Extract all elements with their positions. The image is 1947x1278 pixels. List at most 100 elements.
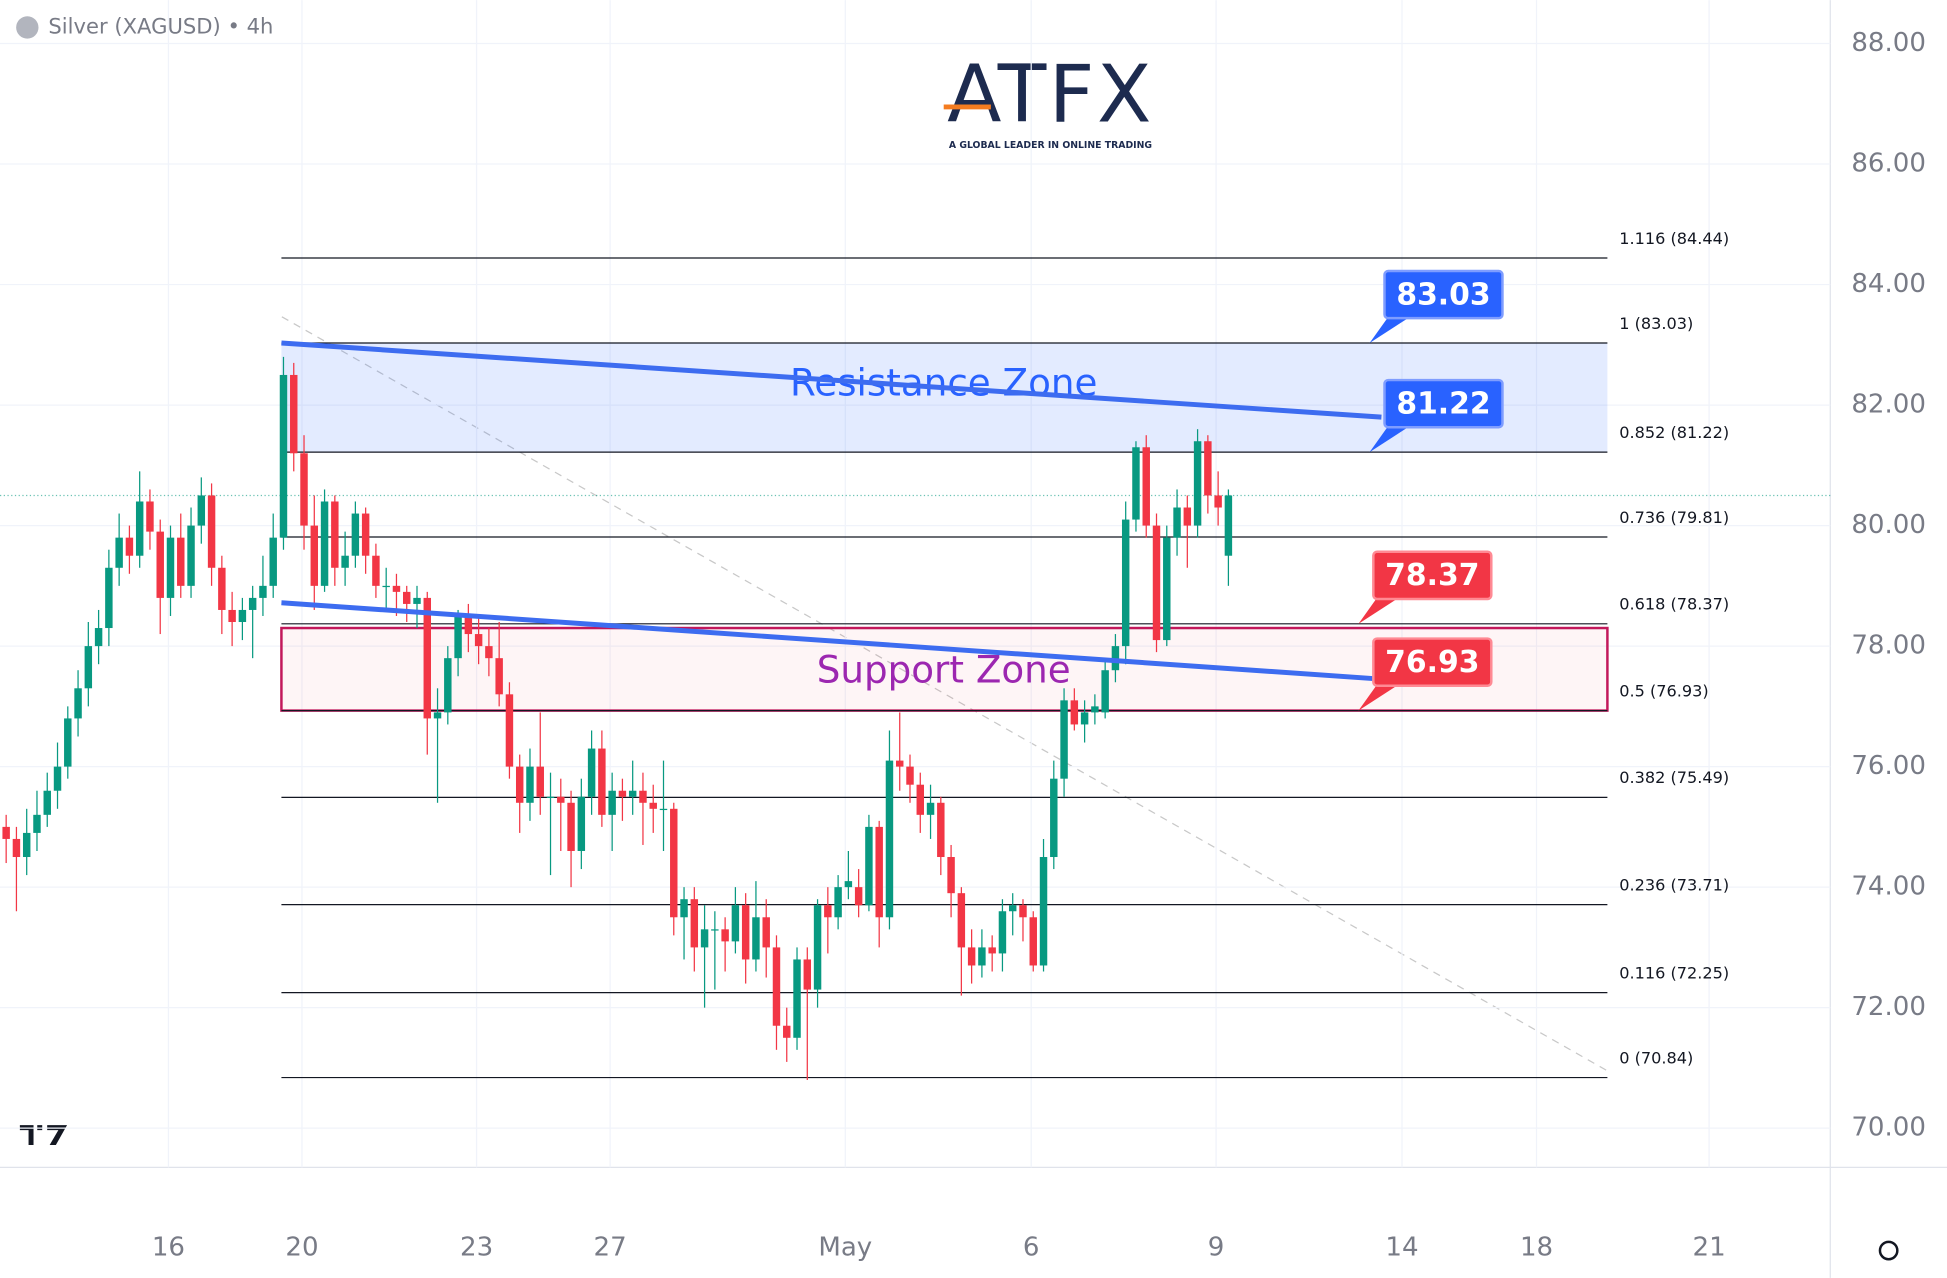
candle-body	[320, 501, 329, 586]
candle-body	[1163, 537, 1171, 641]
candle-body	[670, 808, 678, 918]
candle-body	[269, 537, 277, 586]
candle-body	[1008, 905, 1017, 912]
y-tick-label: 72.00	[1851, 992, 1926, 1022]
candle-body	[885, 760, 894, 918]
fib-label: 0.382 (75.49)	[1619, 768, 1729, 787]
candle-body	[618, 790, 627, 797]
candle-body	[43, 790, 51, 815]
candle-body	[33, 814, 41, 833]
candle-body	[783, 1025, 791, 1038]
candle-body	[854, 887, 863, 906]
y-tick-label: 80.00	[1851, 510, 1926, 540]
y-tick-label: 74.00	[1851, 872, 1926, 902]
candle-body	[12, 838, 21, 858]
y-tick-label: 82.00	[1851, 390, 1926, 420]
candle-body	[1101, 670, 1109, 713]
fib-label: 1 (83.03)	[1619, 314, 1693, 333]
candle-body	[957, 893, 966, 948]
x-tick-label: 23	[460, 1233, 493, 1263]
logo-brand: ATFX	[947, 47, 1154, 140]
candle-body	[485, 646, 493, 659]
candle-body	[197, 495, 206, 526]
y-tick-label: 76.00	[1851, 751, 1926, 781]
candle-body	[94, 628, 103, 647]
candle-body	[1019, 905, 1027, 918]
candle-body	[546, 796, 555, 798]
fib-label: 0 (70.84)	[1619, 1048, 1693, 1067]
settings-icon[interactable]	[1878, 1240, 1899, 1261]
fib-label: 0.116 (72.25)	[1619, 963, 1729, 982]
candle-body	[721, 929, 729, 942]
fib-label: 1.116 (84.44)	[1619, 229, 1729, 248]
candle-body	[156, 531, 164, 598]
x-tick-label: 16	[152, 1233, 185, 1263]
candle-body	[998, 911, 1007, 954]
candle-body	[64, 718, 72, 767]
candle-body	[454, 615, 462, 659]
candle-body	[700, 929, 709, 948]
chart-title: Silver (XAGUSD) • 4h	[48, 13, 273, 38]
candle-body	[146, 501, 154, 532]
candle-body	[423, 597, 431, 719]
candle-body	[1152, 525, 1161, 641]
candle-body	[680, 899, 688, 918]
candle-body	[433, 712, 442, 719]
callout-label: 81.22	[1396, 386, 1490, 421]
candle-body	[628, 790, 637, 797]
candle-body	[1132, 447, 1140, 520]
x-tick-label: 20	[285, 1233, 318, 1263]
candle-body	[2, 826, 10, 839]
y-tick-label: 86.00	[1851, 149, 1926, 179]
candle-body	[1224, 495, 1233, 556]
candle-body	[762, 917, 770, 948]
candle-body	[567, 802, 575, 851]
candle-body	[1050, 778, 1058, 858]
callout-label: 78.37	[1385, 558, 1479, 593]
candle-body	[978, 947, 986, 966]
candle-body	[22, 832, 31, 858]
trendline	[281, 340, 1382, 420]
candle-body	[1214, 495, 1222, 508]
candle-body	[177, 537, 185, 586]
candle-body	[53, 766, 62, 791]
candle-body	[135, 501, 144, 556]
candle-body	[1091, 706, 1099, 713]
candle-body	[279, 374, 288, 538]
candle-body	[474, 634, 483, 647]
candle-body	[1183, 507, 1192, 526]
candle-body	[300, 453, 308, 526]
candle-body	[752, 917, 760, 960]
candle-body	[1142, 447, 1150, 526]
callout-box	[1372, 550, 1493, 601]
candle-body	[495, 658, 503, 695]
x-tick-label: 14	[1385, 1233, 1418, 1263]
candle-body	[1111, 646, 1120, 671]
candle-body	[505, 694, 514, 767]
x-tick-label: 21	[1692, 1233, 1725, 1263]
candle-body	[865, 826, 873, 906]
plot: 70.00 72.00 74.00 76.00 78.00 80.00 82.00 84.00…	[0, 0, 1926, 1263]
candle-body	[187, 525, 195, 586]
candle-body	[341, 555, 349, 568]
candle-body	[947, 857, 955, 894]
candle-body	[218, 567, 226, 610]
fib-label: 0.618 (78.37)	[1619, 595, 1729, 614]
candle-body	[392, 585, 401, 592]
candle-body	[74, 688, 82, 719]
candle-body	[916, 784, 925, 815]
candle-body	[557, 796, 565, 803]
fib-label: 0.736 (79.81)	[1619, 508, 1729, 527]
candle-body	[351, 513, 360, 556]
candle-body	[711, 929, 719, 931]
callout-label: 76.93	[1385, 645, 1479, 680]
candle-body	[125, 537, 134, 556]
y-tick-label: 70.00	[1851, 1113, 1926, 1143]
candle-body	[967, 947, 976, 966]
candle-body	[444, 658, 452, 713]
candle-body	[464, 615, 473, 635]
candle-body	[1193, 441, 1202, 526]
tradingview-logo	[19, 1125, 68, 1145]
x-tick-label: May	[818, 1233, 872, 1263]
candle-body	[1039, 857, 1048, 966]
